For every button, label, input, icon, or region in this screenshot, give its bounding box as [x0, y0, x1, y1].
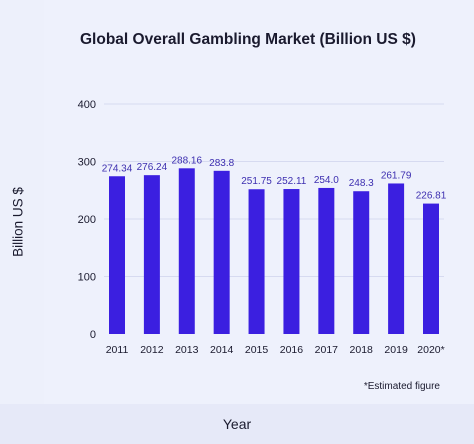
bar: [213, 170, 230, 334]
bar-value-label: 251.75: [241, 176, 272, 187]
bar-value-label: 254.0: [314, 175, 339, 186]
bar: [143, 175, 160, 334]
bar-value-label: 248.3: [349, 178, 374, 189]
bar-value-label: 274.34: [102, 163, 133, 174]
x-tick-label: 2016: [280, 344, 304, 356]
bar-value-label: 226.81: [416, 191, 447, 202]
x-tick-label: 2013: [175, 344, 199, 356]
estimate-footnote: *Estimated figure: [363, 381, 440, 392]
bar-value-label: 261.79: [381, 170, 412, 181]
bar: [353, 191, 370, 334]
x-axis-band: [0, 404, 474, 444]
x-tick-label: 2020*: [417, 344, 444, 356]
bar: [283, 189, 300, 334]
chart-title: Global Overall Gambling Market (Billion …: [80, 31, 416, 48]
bar: [248, 189, 265, 334]
x-tick-label: 2018: [350, 344, 374, 356]
bar: [178, 168, 195, 334]
x-tick-label: 2014: [210, 344, 234, 356]
bar: [109, 176, 125, 334]
bar: [423, 203, 439, 334]
y-tick-label: 100: [78, 272, 96, 284]
bar: [388, 183, 405, 334]
x-tick-label: 2015: [245, 344, 269, 356]
x-axis-label: Year: [222, 416, 252, 432]
bar-value-label: 288.16: [171, 155, 202, 166]
x-tick-label: 2019: [384, 344, 408, 356]
x-tick-label: 2017: [315, 344, 339, 356]
bar: [318, 187, 335, 334]
bar-value-label: 276.24: [137, 162, 168, 173]
x-tick-label: 2012: [140, 344, 164, 356]
bar-value-label: 252.11: [277, 176, 307, 187]
y-tick-label: 300: [78, 157, 96, 169]
y-tick-label: 200: [78, 214, 96, 226]
bar-value-label: 283.8: [209, 158, 234, 169]
y-tick-label: 400: [78, 99, 96, 111]
x-tick-label: 2011: [106, 344, 129, 356]
y-tick-label: 0: [90, 329, 96, 341]
